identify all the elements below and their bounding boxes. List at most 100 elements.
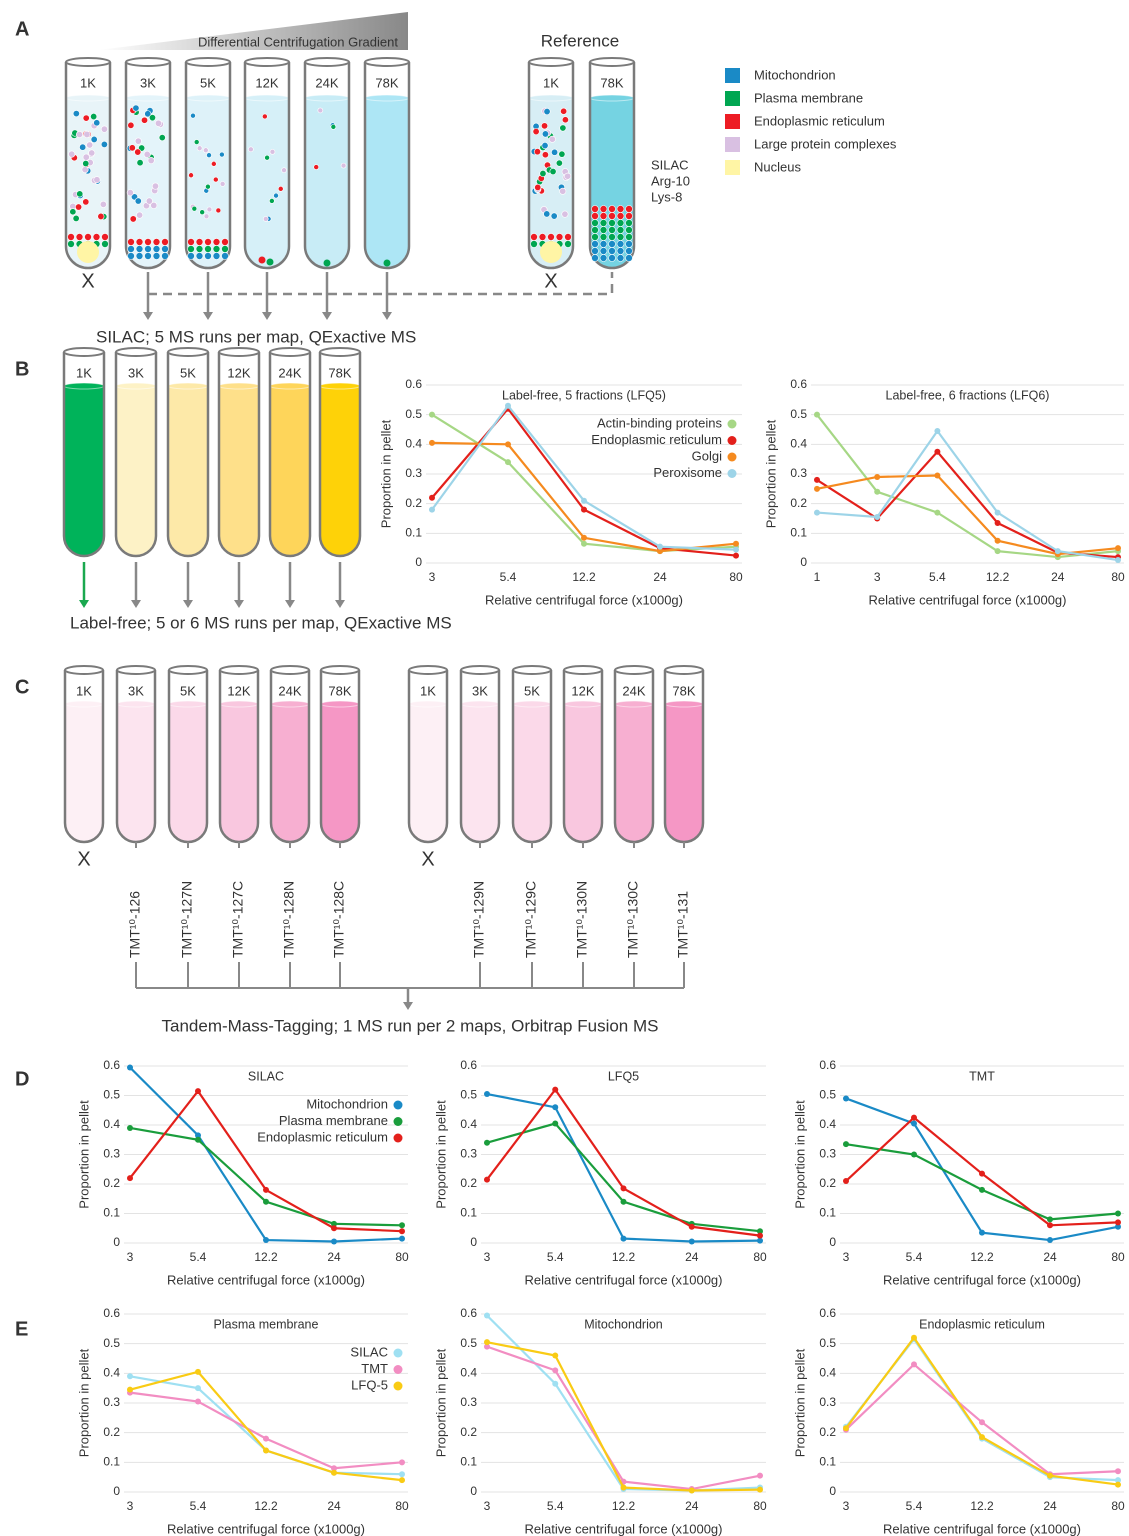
data-point xyxy=(689,1224,695,1230)
y-tick-label: 0 xyxy=(800,555,807,569)
tmt-label: TMT¹⁰-127C xyxy=(230,881,246,958)
x-tick-label: 12.2 xyxy=(970,1250,994,1264)
y-tick-label: 0 xyxy=(470,1484,477,1498)
particle xyxy=(90,113,96,119)
x-tick-label: 3 xyxy=(484,1499,491,1513)
tube-label: 24K xyxy=(278,683,301,698)
x-tick-label: 3 xyxy=(127,1499,134,1513)
tube-label: 78K xyxy=(672,683,695,698)
y-tick-label: 0.6 xyxy=(819,1058,836,1072)
particle xyxy=(274,193,279,198)
data-point xyxy=(195,1385,201,1391)
legend-marker xyxy=(394,1134,403,1143)
particle xyxy=(269,198,274,203)
y-tick-label: 0.3 xyxy=(819,1395,836,1409)
tube-label: 3K xyxy=(128,365,144,380)
tube-rim xyxy=(126,58,170,66)
excluded-mark: X xyxy=(81,270,94,292)
legend-marker xyxy=(728,436,737,445)
tube-liquid xyxy=(365,98,409,268)
data-point xyxy=(911,1335,917,1341)
pellet-particle xyxy=(600,206,607,213)
y-tick-label: 0.3 xyxy=(103,1147,120,1161)
data-point xyxy=(484,1312,490,1318)
particle xyxy=(562,117,568,123)
data-point xyxy=(733,541,739,547)
legend-label: Large protein complexes xyxy=(754,136,897,151)
particle xyxy=(98,213,104,219)
data-point xyxy=(843,1178,849,1184)
data-point xyxy=(657,544,663,550)
x-tick-label: 80 xyxy=(395,1250,409,1264)
y-tick-label: 0.4 xyxy=(103,1117,120,1131)
particle xyxy=(70,209,76,215)
particle xyxy=(542,152,548,158)
silac-label: SILAC xyxy=(651,157,689,172)
pellet-particle xyxy=(128,246,135,253)
particle xyxy=(556,160,562,166)
legend-marker xyxy=(394,1365,403,1374)
particle xyxy=(544,211,550,217)
series-line xyxy=(817,452,1118,557)
pellet-particle xyxy=(592,248,599,255)
particle xyxy=(75,204,81,210)
arrow-head xyxy=(203,312,213,320)
pellet-particle xyxy=(68,234,75,241)
tmt-label: TMT¹⁰-126 xyxy=(127,891,143,958)
tube-rim xyxy=(271,666,309,674)
y-tick-label: 0.4 xyxy=(790,437,807,451)
data-point xyxy=(621,1485,627,1491)
data-point xyxy=(127,1373,133,1379)
pellet-particle xyxy=(213,246,220,253)
particle xyxy=(535,184,541,190)
data-point xyxy=(979,1419,985,1425)
particle xyxy=(549,136,555,142)
data-point xyxy=(814,486,820,492)
y-tick-label: 0.4 xyxy=(103,1366,120,1380)
y-tick-label: 0.3 xyxy=(460,1147,477,1161)
pellet-particle xyxy=(68,241,75,248)
data-point xyxy=(621,1185,627,1191)
data-point xyxy=(429,412,435,418)
particle xyxy=(144,151,150,157)
tube-rim xyxy=(245,58,289,66)
tube-liquid xyxy=(305,98,349,268)
particle xyxy=(262,114,267,119)
data-point xyxy=(1047,1237,1053,1243)
data-point xyxy=(1047,1216,1053,1222)
pellet-particle xyxy=(205,239,212,246)
pellet-particle xyxy=(213,253,220,260)
x-tick-label: 1 xyxy=(814,570,821,584)
tube-label: 24K xyxy=(278,365,301,380)
y-tick-label: 0.5 xyxy=(819,1336,836,1350)
legend-marker xyxy=(394,1101,403,1110)
tube-rim xyxy=(321,666,359,674)
particle xyxy=(101,141,107,147)
pellet-particle xyxy=(205,253,212,260)
data-point xyxy=(581,507,587,513)
y-tick-label: 0.3 xyxy=(819,1147,836,1161)
tube-label: 1K xyxy=(76,365,92,380)
tmt-label: TMT¹⁰-129N xyxy=(471,881,487,958)
y-axis-label: Proportion in pellet xyxy=(763,419,778,528)
data-point xyxy=(127,1387,133,1393)
data-point xyxy=(911,1115,917,1121)
pellet-particle xyxy=(222,239,229,246)
legend-label: Nucleus xyxy=(754,159,801,174)
tube-rim xyxy=(219,348,259,356)
y-axis-label: Proportion in pellet xyxy=(433,1100,448,1209)
pellet-particle xyxy=(188,246,195,253)
tube-rim xyxy=(320,348,360,356)
liquid-surface xyxy=(665,701,703,707)
data-point xyxy=(911,1152,917,1158)
x-tick-label: 12.2 xyxy=(970,1499,994,1513)
data-point xyxy=(505,459,511,465)
data-point xyxy=(874,514,880,520)
y-tick-label: 0.5 xyxy=(460,1336,477,1350)
excluded-mark: X xyxy=(544,270,557,292)
tube-liquid xyxy=(409,704,447,842)
x-tick-label: 80 xyxy=(729,570,743,584)
liquid-surface xyxy=(271,701,309,707)
tube-liquid xyxy=(665,704,703,842)
x-axis-label: Relative centrifugal force (x1000g) xyxy=(869,592,1067,607)
